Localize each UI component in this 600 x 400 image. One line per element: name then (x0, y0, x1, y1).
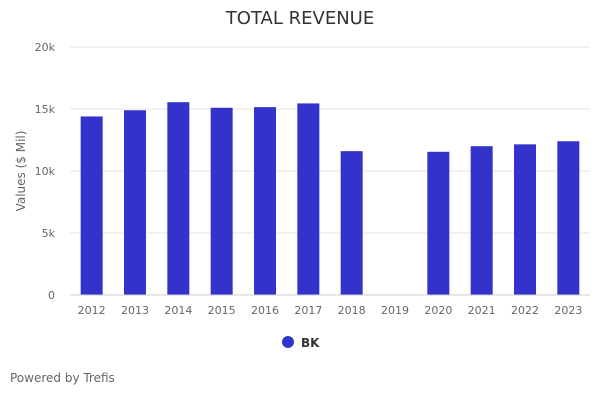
x-tick-label: 2018 (338, 304, 366, 317)
chart-title: TOTAL REVENUE (225, 8, 374, 29)
bar-2018[interactable] (340, 151, 363, 295)
bar-2022[interactable] (514, 144, 536, 295)
x-tick-label: 2021 (468, 304, 496, 317)
bars (80, 102, 580, 296)
bar-2021[interactable] (470, 146, 493, 295)
bar-2017[interactable] (297, 103, 320, 295)
gridlines (70, 46, 590, 234)
bar-2015[interactable] (210, 107, 233, 295)
credit-text: Powered by Trefis (10, 371, 115, 385)
x-tick-label: 2015 (208, 304, 236, 317)
y-axis-title: Values ($ Mil) (14, 131, 28, 212)
x-tick-label: 2020 (424, 304, 452, 317)
y-tick-label: 10k (35, 165, 56, 178)
bar-2012[interactable] (80, 116, 103, 295)
legend-marker[interactable] (282, 336, 294, 348)
x-tick-label: 2016 (251, 304, 279, 317)
x-tick-label: 2022 (511, 304, 539, 317)
y-axis-ticks: 0 5k 10k 15k 20k (35, 41, 56, 302)
x-axis-ticks: 2012 2013 2014 2015 2016 2017 2018 2019 2020 2021… (78, 304, 583, 317)
legend[interactable]: BK (282, 336, 320, 350)
x-tick-label: 2023 (554, 304, 582, 317)
legend-label[interactable]: BK (301, 336, 320, 350)
y-tick-label: 15k (35, 103, 56, 116)
x-tick-label: 2014 (164, 304, 192, 317)
bar-2013[interactable] (124, 110, 146, 296)
y-tick-label: 0 (48, 289, 55, 302)
bar-2014[interactable] (167, 102, 190, 296)
bar-2016[interactable] (254, 107, 276, 295)
y-tick-label: 5k (42, 227, 56, 240)
y-tick-label: 20k (35, 41, 56, 54)
x-tick-label: 2017 (294, 304, 322, 317)
x-tick-label: 2019 (381, 304, 409, 317)
bar-2020[interactable] (427, 151, 450, 295)
bar-2023[interactable] (557, 141, 580, 295)
x-tick-label: 2012 (78, 304, 106, 317)
x-tick-label: 2013 (121, 304, 149, 317)
